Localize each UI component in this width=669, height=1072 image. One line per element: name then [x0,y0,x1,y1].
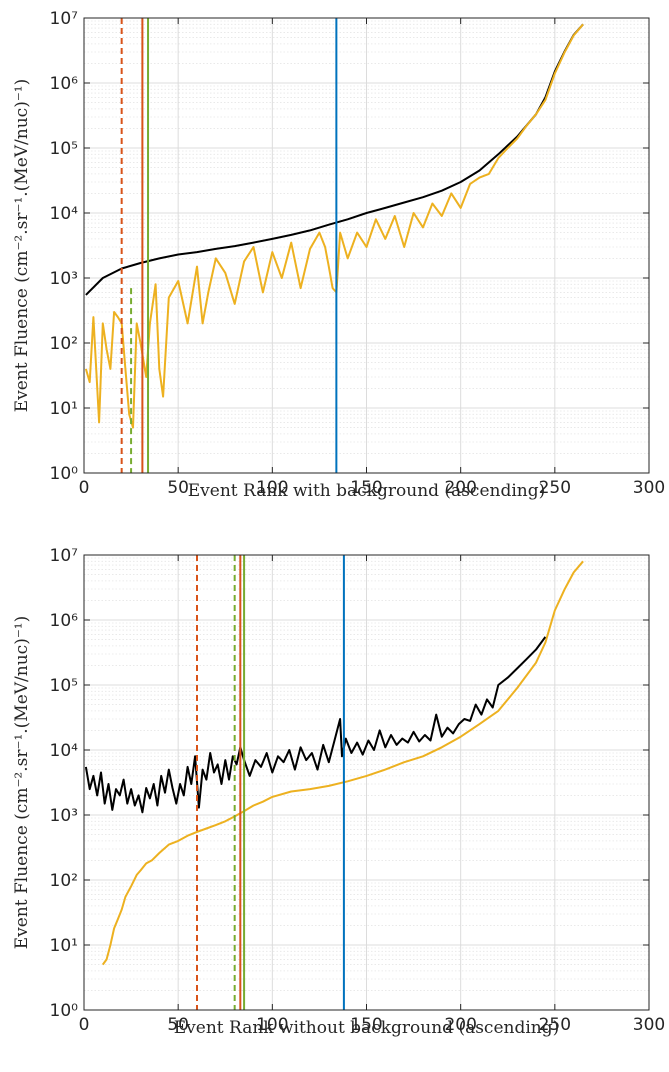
series-line-0 [85,23,584,296]
y-tick-label: 10⁰ [50,1001,79,1021]
x-tick-label: 50 [167,1015,189,1035]
x-tick-label: 50 [167,478,189,498]
y-tick-label: 10⁴ [50,741,79,761]
series-line-1 [84,23,584,429]
y-tick-label: 10⁵ [50,139,78,159]
y-tick-label: 10¹ [50,936,78,956]
chart-bottom: Event Rank without background (ascending… [12,546,665,1038]
x-tick-label: 250 [539,478,571,498]
y-tick-label: 10³ [50,269,78,289]
y-axis-label: Event Fluence (cm⁻².sr⁻¹.(MeV/nuc)⁻¹) [12,79,32,413]
x-tick-label: 200 [444,478,476,498]
y-tick-label: 10³ [50,806,78,826]
x-tick-label: 300 [633,1015,665,1035]
y-tick-label: 10⁶ [50,74,79,94]
x-axis-label: Event Rank with background (ascending) [188,481,545,501]
series-line-1 [101,560,584,966]
x-tick-label: 200 [444,1015,476,1035]
y-axis-label: Event Fluence (cm⁻².sr⁻¹.(MeV/nuc)⁻¹) [12,616,32,950]
series-line-0 [84,636,547,814]
y-tick-label: 10⁷ [50,546,79,566]
x-tick-label: 300 [633,478,665,498]
y-tick-label: 10² [50,334,78,354]
x-axis-label: Event Rank without background (ascending… [174,1018,560,1038]
grid [83,554,650,1011]
x-tick-label: 150 [350,478,382,498]
x-tick-label: 150 [350,1015,382,1035]
y-tick-label: 10¹ [50,399,78,419]
y-tick-label: 10⁷ [50,9,79,29]
y-tick-label: 10⁵ [50,676,78,696]
x-tick-label: 0 [79,1015,90,1035]
y-tick-label: 10⁴ [50,204,79,224]
x-tick-label: 100 [256,478,288,498]
y-tick-label: 10⁰ [50,464,79,484]
x-tick-label: 100 [256,1015,288,1035]
x-tick-label: 250 [539,1015,571,1035]
chart-top: Event Rank with background (ascending) E… [12,9,665,501]
y-tick-label: 10² [50,871,78,891]
x-tick-label: 0 [79,478,90,498]
y-tick-label: 10⁶ [50,611,79,631]
